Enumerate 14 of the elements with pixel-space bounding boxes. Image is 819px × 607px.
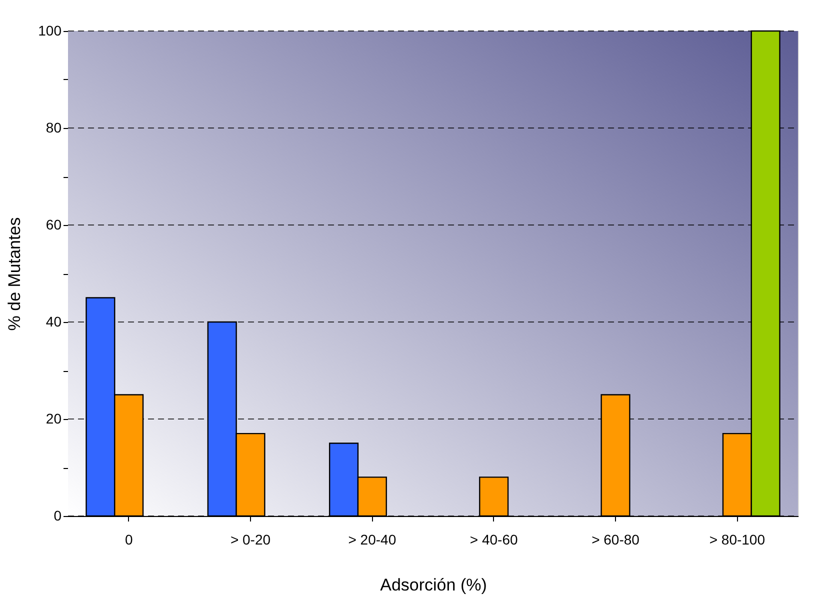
- y-tick-label: 100: [38, 22, 62, 38]
- y-axis-title: % de Mutantes: [5, 217, 24, 331]
- x-tick-label: > 80-100: [709, 532, 766, 548]
- x-tick-label: > 60-80: [592, 532, 640, 548]
- y-tick-label: 40: [46, 314, 62, 330]
- x-tick-label: > 40-60: [470, 532, 518, 548]
- y-tick-label: 80: [46, 120, 62, 136]
- x-tick-label: > 20-40: [348, 532, 396, 548]
- y-tick-label: 60: [46, 216, 62, 232]
- y-tick-label: 0: [54, 508, 62, 524]
- x-axis-title: Adsorción (%): [380, 576, 487, 594]
- y-tick-label: 20: [46, 410, 62, 426]
- x-tick-label: > 0-20: [230, 532, 271, 548]
- x-tick-label: 0: [124, 532, 133, 548]
